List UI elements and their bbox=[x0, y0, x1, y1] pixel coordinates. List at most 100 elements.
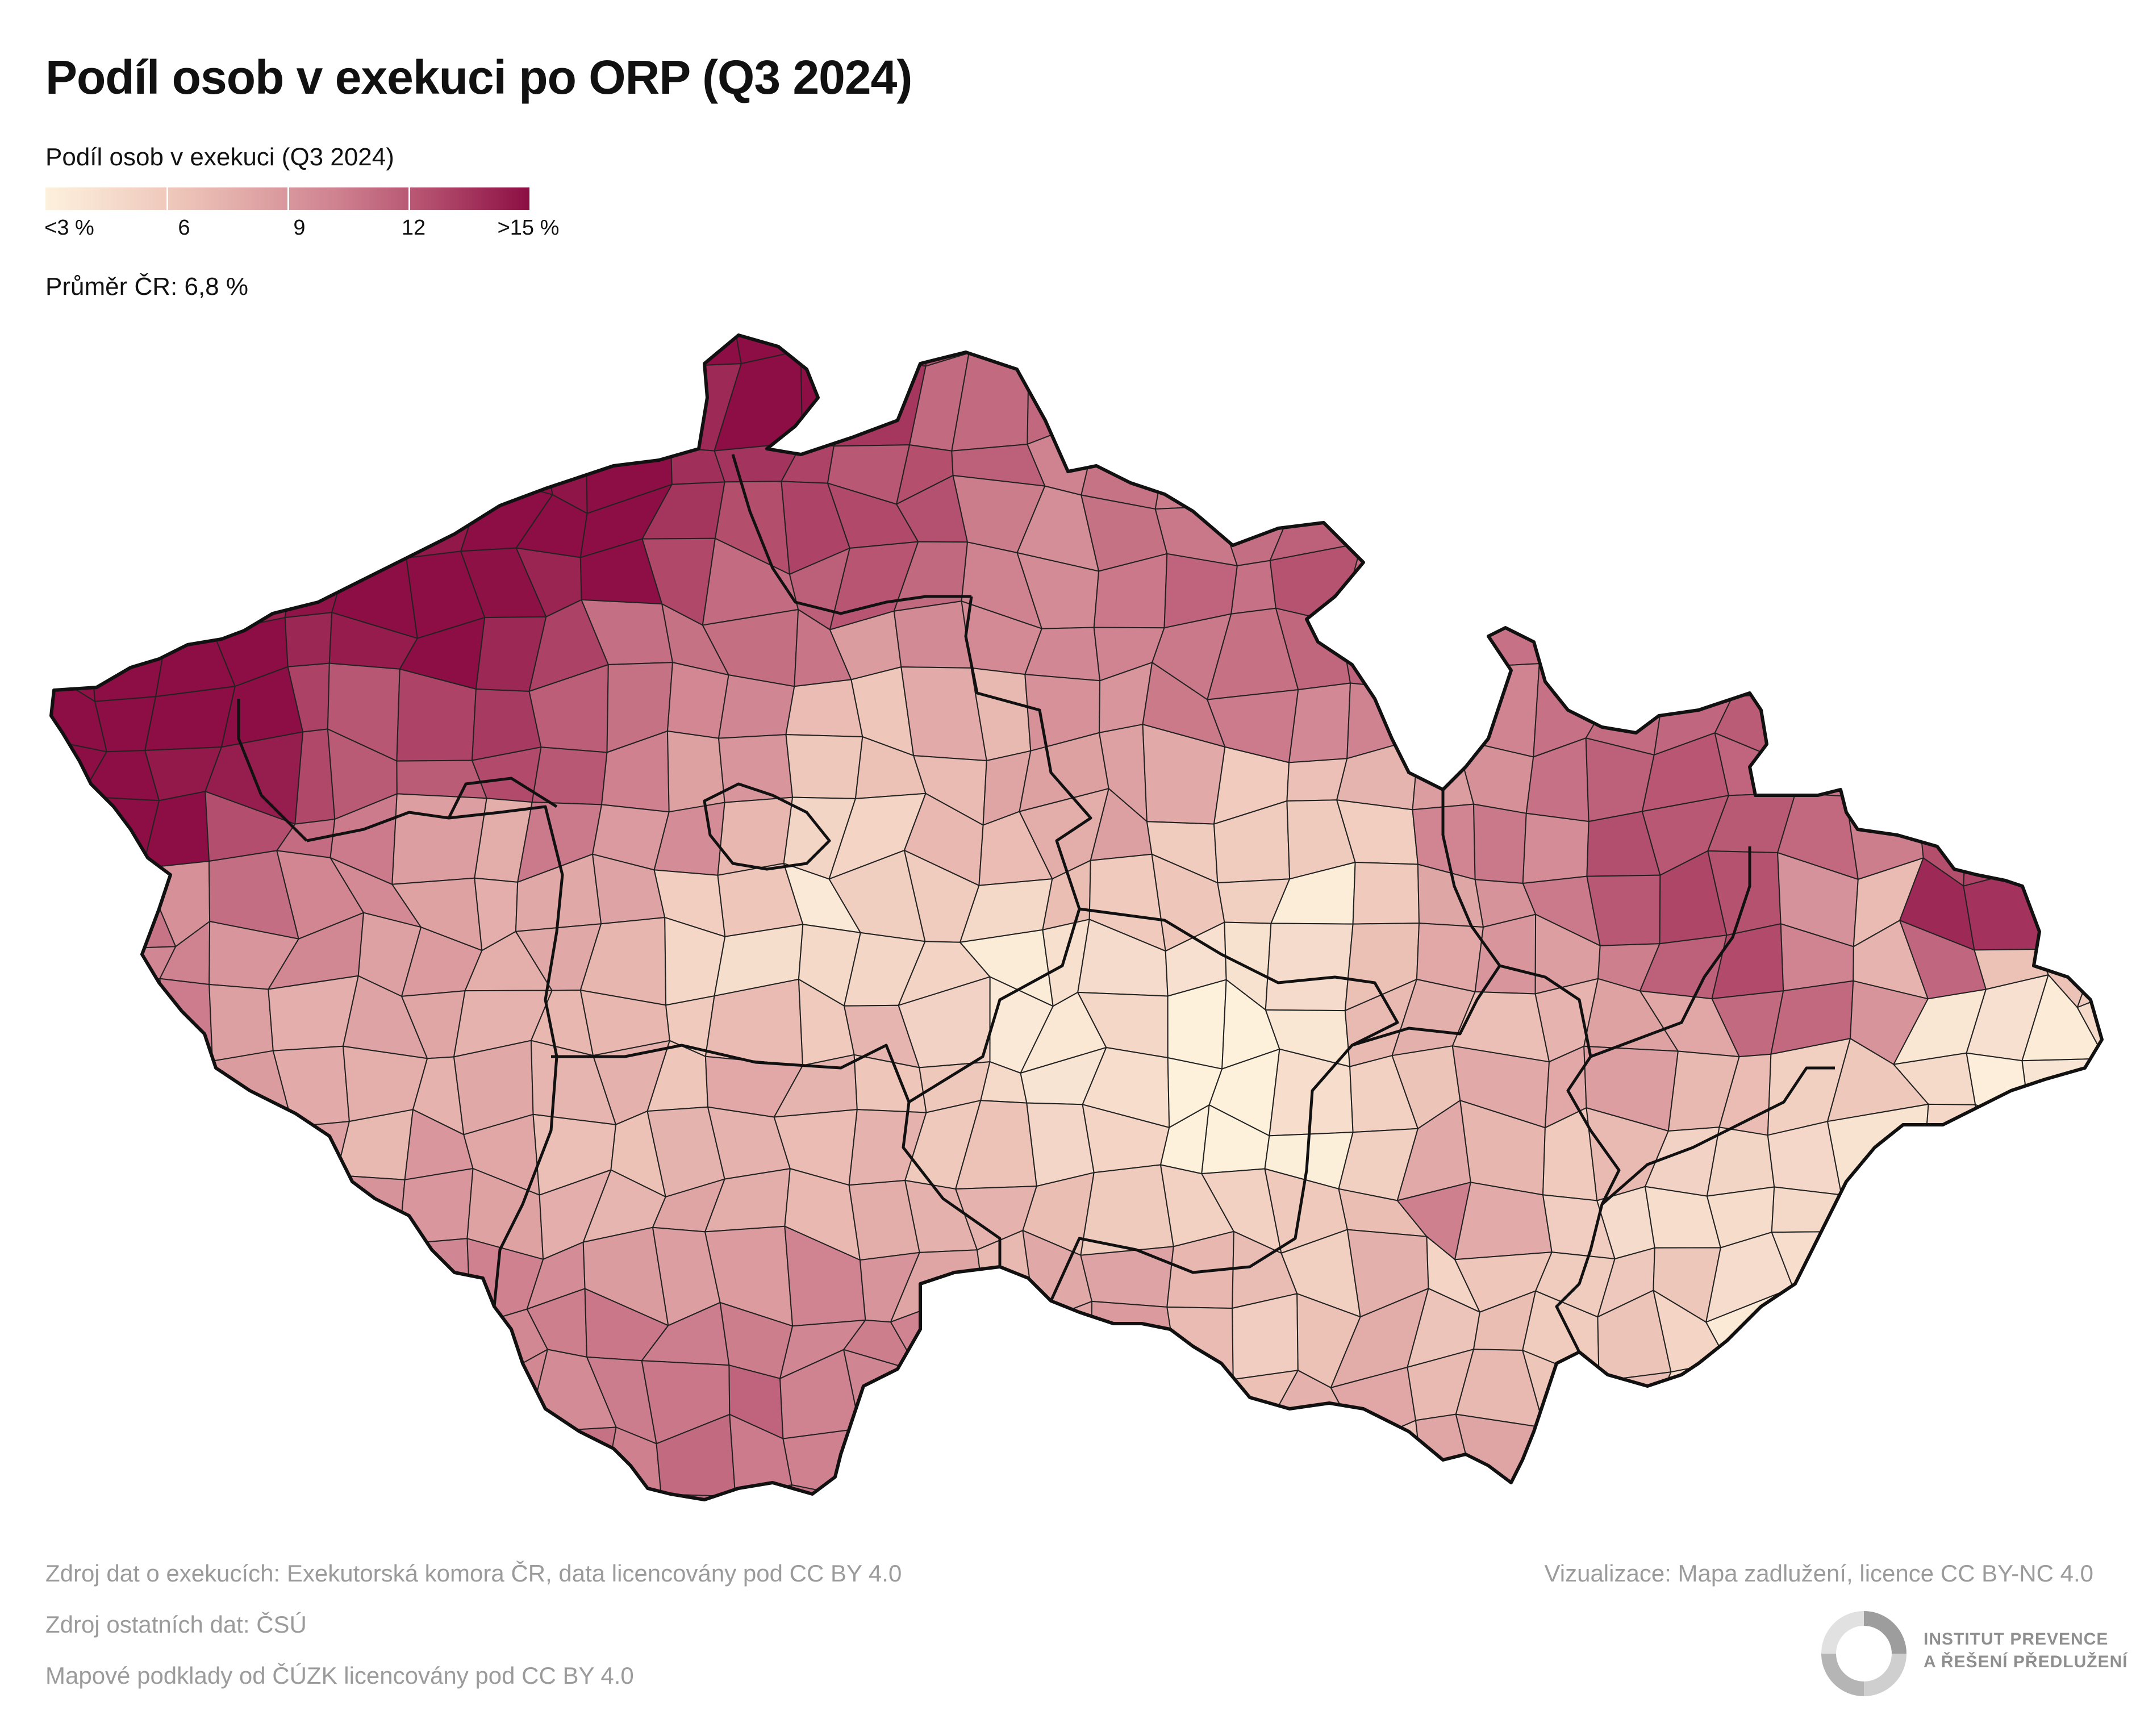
region-border bbox=[731, 454, 971, 615]
orp-area bbox=[840, 1497, 915, 1500]
orp-area bbox=[98, 365, 168, 441]
orp-area bbox=[2099, 1504, 2136, 1574]
orp-area bbox=[1954, 483, 2050, 571]
orp-area bbox=[2085, 1290, 2102, 1383]
source-exekuce: Zdroj dat o exekucích: Exekutorská komor… bbox=[45, 1560, 902, 1587]
orp-area bbox=[1217, 415, 1300, 508]
prague-border bbox=[703, 782, 831, 871]
orp-area bbox=[1705, 1493, 1791, 1500]
orp-area bbox=[153, 414, 239, 494]
orp-area bbox=[2024, 1362, 2102, 1447]
institute-logo[interactable]: INSTITUT PREVENCE A ŘEŠENÍ PŘEDLUŽENÍ bbox=[1821, 1611, 2136, 1696]
orp-area bbox=[1890, 548, 1990, 635]
orp-area bbox=[141, 1184, 239, 1260]
orp-area bbox=[1452, 562, 1543, 607]
orp-area bbox=[208, 984, 274, 1062]
orp-area bbox=[142, 1059, 232, 1140]
orp-area bbox=[89, 629, 166, 702]
orp-area bbox=[1080, 1246, 1174, 1308]
orp-area bbox=[1895, 1446, 1987, 1495]
orp-area bbox=[2079, 540, 2102, 637]
orp-area bbox=[391, 1414, 489, 1499]
orp-area bbox=[1788, 539, 1862, 629]
orp-area bbox=[337, 1414, 401, 1500]
orp-area bbox=[1976, 335, 2041, 361]
orp-area bbox=[2104, 360, 2136, 428]
country-border bbox=[49, 333, 2104, 1501]
orp-area bbox=[289, 1240, 342, 1309]
orp-area bbox=[1082, 1483, 1173, 1500]
orp-area bbox=[276, 1288, 362, 1369]
orp-area bbox=[527, 1426, 617, 1500]
orp-area bbox=[1026, 1555, 1091, 1619]
orp-area bbox=[82, 436, 168, 500]
orp-area bbox=[1966, 736, 2036, 818]
legend: Podíl osob v exekuci (Q3 2024) <3 % 6 9 … bbox=[44, 143, 591, 240]
region-border bbox=[237, 699, 308, 842]
orp-area bbox=[484, 420, 553, 495]
orp-area bbox=[1703, 546, 1798, 621]
region-border bbox=[908, 596, 1092, 1104]
orp-area bbox=[2087, 1102, 2102, 1198]
orp-area bbox=[2037, 865, 2102, 950]
orp-area bbox=[1090, 1300, 1179, 1383]
orp-area bbox=[2076, 974, 2102, 1059]
orp-area bbox=[1646, 491, 1721, 552]
orp-area bbox=[2094, 412, 2102, 499]
orp-area bbox=[398, 1168, 474, 1245]
orp-area bbox=[1845, 627, 1920, 702]
orp-area bbox=[156, 552, 215, 640]
orp-area bbox=[1778, 1479, 1854, 1500]
orp-area bbox=[1904, 736, 1973, 818]
orp-area bbox=[974, 1478, 1044, 1500]
orp-area bbox=[1032, 1416, 1108, 1485]
orp-area bbox=[1411, 666, 1471, 740]
orp-area bbox=[2025, 1250, 2087, 1300]
orp-area bbox=[1265, 923, 1354, 1012]
orp-area bbox=[83, 548, 166, 640]
orp-area bbox=[1967, 1362, 2031, 1450]
map-title: Podíl osob v exekuci po ORP (Q3 2024) bbox=[45, 51, 912, 104]
orp-area bbox=[289, 1166, 342, 1243]
orp-area bbox=[51, 980, 115, 1051]
orp-area bbox=[82, 1356, 158, 1441]
region-border bbox=[551, 1044, 1002, 1267]
orp-area bbox=[158, 353, 220, 441]
orp-area bbox=[86, 1299, 158, 1379]
orp-area bbox=[1576, 1474, 1668, 1500]
legend-label-6: 6 bbox=[178, 216, 190, 240]
orp-area bbox=[587, 335, 656, 368]
orp-area bbox=[2103, 869, 2136, 928]
orp-area bbox=[1902, 675, 1973, 740]
orp-area bbox=[1778, 743, 1857, 797]
orp-area bbox=[2025, 483, 2096, 541]
orp-area bbox=[953, 1355, 1033, 1445]
orp-area bbox=[1452, 600, 1543, 668]
orp-area bbox=[220, 1291, 300, 1369]
orp-area bbox=[1775, 419, 1857, 491]
orp-area bbox=[218, 1166, 298, 1260]
orp-area bbox=[2034, 636, 2102, 696]
orp-area bbox=[1975, 1104, 2034, 1182]
orp-area bbox=[399, 1357, 489, 1437]
ring-logo-icon bbox=[1821, 1611, 1906, 1696]
orp-area bbox=[1845, 738, 1918, 800]
region-border bbox=[1499, 964, 1621, 1353]
orp-area bbox=[76, 1479, 141, 1500]
orp-area bbox=[910, 1478, 979, 1500]
orp-area bbox=[51, 365, 115, 440]
orp-area bbox=[1400, 1546, 1470, 1619]
orp-area bbox=[419, 1321, 485, 1386]
orp-area bbox=[600, 1493, 662, 1500]
orp-area bbox=[2025, 359, 2102, 441]
orp-area bbox=[1462, 475, 1546, 564]
orp-area bbox=[100, 1246, 166, 1309]
orp-area bbox=[858, 1417, 919, 1500]
orp-area bbox=[1341, 377, 1401, 428]
orp-area bbox=[1780, 1354, 1864, 1441]
legend-label-max: >15 % bbox=[497, 216, 560, 240]
orp-area bbox=[1023, 1364, 1108, 1445]
orp-regions bbox=[51, 335, 2136, 1619]
orp-area bbox=[800, 350, 850, 447]
orp-area bbox=[2076, 675, 2102, 764]
